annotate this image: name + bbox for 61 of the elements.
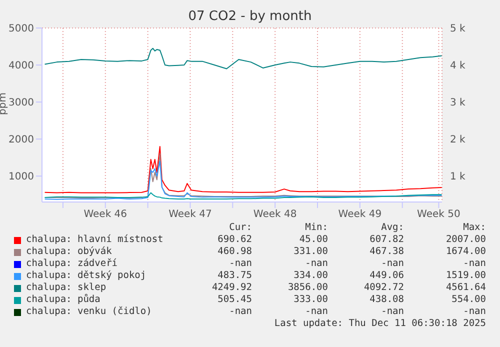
text: 333.00	[292, 294, 328, 305]
text: -nan	[304, 306, 328, 317]
text: 690.62	[216, 234, 252, 245]
text: 607.82	[368, 234, 404, 245]
text: -nan	[380, 258, 404, 269]
text: -nan	[228, 258, 252, 269]
text: 4561.64	[444, 282, 486, 293]
text: -nan	[228, 306, 252, 317]
text: 554.00	[450, 294, 486, 305]
legend-label: chalupa: obývák	[26, 246, 112, 257]
x-tick-label: Week 48	[253, 209, 297, 220]
text: 2007.00	[444, 234, 486, 245]
line-series	[44, 192, 442, 200]
y-tick-label: 2000	[8, 134, 34, 146]
text: -nan	[462, 306, 486, 317]
y2-tick-label: 5 k	[450, 24, 466, 35]
text: -nan	[380, 306, 404, 317]
y-tick-label: 5000	[8, 24, 34, 35]
text: -nan	[462, 258, 486, 269]
text: 4092.72	[362, 282, 404, 293]
chart-title: 07 CO2 - by month	[187, 9, 313, 24]
y2-tick-label: 2 k	[450, 134, 466, 146]
text: -nan	[304, 258, 328, 269]
text: Max:	[462, 222, 486, 233]
text: 4249.92	[210, 282, 252, 293]
text: 334.00	[292, 270, 328, 281]
line-series	[44, 146, 442, 194]
text: 460.98	[216, 246, 252, 257]
legend-label: chalupa: hlavní místnost	[26, 234, 164, 245]
y-tick-label: 4000	[8, 60, 34, 72]
y-tick-label: 1000	[8, 172, 34, 183]
x-tick-label: Week 50	[417, 209, 460, 220]
text: 1674.00	[444, 246, 486, 257]
legend-label: chalupa: zádveří	[26, 258, 118, 269]
text: 467.38	[368, 246, 404, 257]
text: 483.75	[216, 270, 252, 281]
legend-label: chalupa: venku (čidlo)	[26, 306, 152, 317]
text: Avg:	[380, 222, 404, 233]
text: 45.00	[298, 234, 328, 245]
y2-tick-label: 3 k	[450, 98, 466, 109]
text: 331.00	[292, 246, 328, 257]
legend-label: chalupa: půda	[26, 294, 100, 305]
text: Min:	[304, 222, 328, 233]
text: Cur:	[228, 222, 252, 233]
x-tick-label: Week 47	[168, 209, 212, 220]
legend-label: chalupa: sklep	[26, 282, 106, 293]
text: Last update: Thu Dec 11 06:30:18 2025	[274, 318, 486, 329]
text: 505.45	[216, 294, 252, 305]
y2-tick-label: 1 k	[450, 172, 466, 183]
text: 449.06	[368, 270, 404, 281]
line-series	[44, 160, 442, 200]
legend-label: chalupa: dětský pokoj	[26, 270, 146, 281]
x-tick-label: Week 49	[338, 209, 382, 220]
y-axis-title: ppm	[0, 92, 9, 115]
line-series	[44, 48, 442, 70]
text: 3856.00	[286, 282, 328, 293]
text: 1519.00	[444, 270, 486, 281]
y-tick-label: 3000	[8, 98, 34, 109]
text: 438.08	[368, 294, 404, 305]
y2-tick-label: 4 k	[450, 60, 466, 72]
x-tick-label: Week 46	[84, 209, 128, 220]
